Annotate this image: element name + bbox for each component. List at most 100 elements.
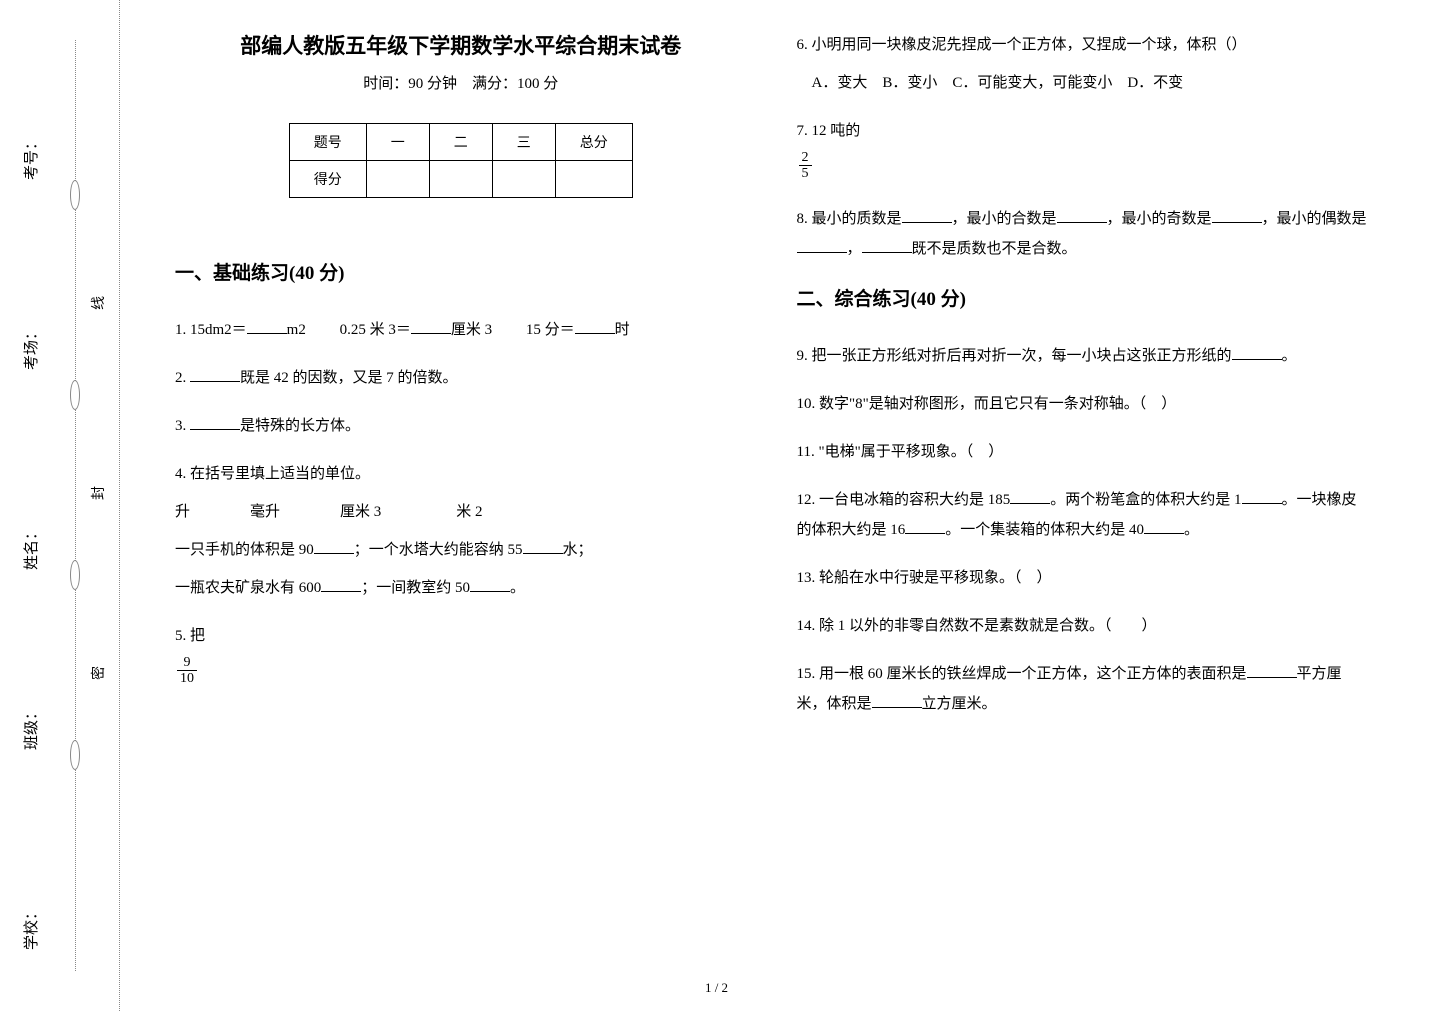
right-column: 6. 小明用同一块橡皮泥先捏成一个正方体，又捏成一个球，体积（） A．变大 B．… xyxy=(772,30,1384,991)
fraction: 9 10 xyxy=(177,655,197,687)
q1-text: 厘米 3 xyxy=(451,322,492,338)
binding-margin: 考号： 考场： 姓名： 班级： 学校： 线 封 密 xyxy=(0,0,120,1011)
q8-text: ， xyxy=(847,241,862,257)
q4-options: 升 毫升 厘米 3 米 2 xyxy=(175,497,747,527)
blank xyxy=(575,319,615,334)
q4-lead: 4. 在括号里填上适当的单位。 xyxy=(175,459,747,489)
exam-title: 部编人教版五年级下学期数学水平综合期末试卷 xyxy=(175,30,747,60)
blank xyxy=(1010,489,1050,504)
blank xyxy=(411,319,451,334)
q6-text: 6. 小明用同一块橡皮泥先捏成一个正方体，又捏成一个球，体积（） xyxy=(797,30,1369,60)
blank xyxy=(905,519,945,534)
question-3: 3. 是特殊的长方体。 xyxy=(175,411,747,441)
q12-text: 12. 一台电冰箱的容积大约是 185 xyxy=(797,492,1011,508)
q3-text: 3. xyxy=(175,418,190,434)
score-cell xyxy=(492,161,555,198)
fraction-numerator: 9 xyxy=(177,655,197,671)
question-13: 13. 轮船在水中行驶是平移现象。（ ） xyxy=(797,563,1369,593)
content-area: 部编人教版五年级下学期数学水平综合期末试卷 时间：90 分钟 满分：100 分 … xyxy=(120,0,1433,1011)
q12-text: 。 xyxy=(1184,522,1199,538)
blank xyxy=(1242,489,1282,504)
question-8: 8. 最小的质数是，最小的合数是，最小的奇数是，最小的偶数是，既不是质数也不是合… xyxy=(797,204,1369,264)
score-cell xyxy=(555,161,632,198)
q7-lead: 7. 12 吨的 xyxy=(797,116,1369,146)
blank xyxy=(1057,208,1107,223)
question-2: 2. 既是 42 的因数，又是 7 的倍数。 xyxy=(175,363,747,393)
exam-meta: 时间：90 分钟 满分：100 分 xyxy=(175,72,747,93)
binding-circle xyxy=(70,380,80,410)
question-11: 11. "电梯"属于平移现象。（ ） xyxy=(797,437,1369,467)
q4-text: 一瓶农夫矿泉水有 600 xyxy=(175,580,321,596)
fraction-numerator: 2 xyxy=(799,150,812,166)
label-xingming: 姓名： xyxy=(20,525,41,570)
blank xyxy=(862,238,912,253)
blank xyxy=(1212,208,1262,223)
q1-text: 15 分＝ xyxy=(526,322,575,338)
blank xyxy=(1247,663,1297,678)
th-section: 一 xyxy=(366,124,429,161)
q3-text: 是特殊的长方体。 xyxy=(240,418,360,434)
th-section: 二 xyxy=(429,124,492,161)
label-kaochang: 考场： xyxy=(20,325,41,370)
blank xyxy=(190,367,240,382)
score-table: 题号 一 二 三 总分 得分 xyxy=(289,123,633,198)
blank xyxy=(321,577,361,592)
binding-text-xian: 线 xyxy=(88,288,108,310)
label-banji: 班级： xyxy=(20,705,41,750)
question-14: 14. 除 1 以外的非零自然数不是素数就是合数。（ ） xyxy=(797,611,1369,641)
fraction: 2 5 xyxy=(799,150,812,182)
binding-text-mi: 密 xyxy=(88,658,108,680)
binding-circle xyxy=(70,180,80,210)
q5-lead: 5. 把 xyxy=(175,621,747,651)
blank xyxy=(190,415,240,430)
question-12: 12. 一台电冰箱的容积大约是 185。两个粉笔盒的体积大约是 1。一块橡皮的体… xyxy=(797,485,1369,545)
blank xyxy=(470,577,510,592)
q2-text: 既是 42 的因数，又是 7 的倍数。 xyxy=(240,370,458,386)
section-1-title: 一、基础练习(40 分) xyxy=(175,258,747,285)
q12-text: 。两个粉笔盒的体积大约是 1 xyxy=(1050,492,1241,508)
q8-text: ，最小的合数是 xyxy=(952,211,1057,227)
q4-text: 。 xyxy=(510,580,525,596)
q1-text: m2 xyxy=(287,322,306,338)
blank xyxy=(797,238,847,253)
q9-text: 。 xyxy=(1282,348,1297,364)
blank xyxy=(902,208,952,223)
th-total: 总分 xyxy=(555,124,632,161)
binding-text-feng: 封 xyxy=(88,478,108,500)
fraction-denominator: 10 xyxy=(177,671,197,686)
q12-text: 。一个集装箱的体积大约是 40 xyxy=(945,522,1144,538)
question-9: 9. 把一张正方形纸对折后再对折一次，每一小块占这张正方形纸的 。 xyxy=(797,341,1369,371)
th-label: 题号 xyxy=(289,124,366,161)
q1-text: 时 xyxy=(615,322,630,338)
question-15: 15. 用一根 60 厘米长的铁丝焊成一个正方体，这个正方体的表面积是平方厘米，… xyxy=(797,659,1369,719)
binding-circle xyxy=(70,560,80,590)
label-kaohao: 考号： xyxy=(20,135,41,180)
blank xyxy=(1144,519,1184,534)
q8-text: 8. 最小的质数是 xyxy=(797,211,902,227)
score-cell xyxy=(429,161,492,198)
label-xuexiao: 学校： xyxy=(20,905,41,950)
q9-text: 9. 把一张正方形纸对折后再对折一次，每一小块占这张正方形纸的 xyxy=(797,348,1232,364)
q15-text: 立方厘米。 xyxy=(922,696,997,712)
score-cell xyxy=(366,161,429,198)
q8-text: ，最小的奇数是 xyxy=(1107,211,1212,227)
blank xyxy=(872,693,922,708)
q15-text: 15. 用一根 60 厘米长的铁丝焊成一个正方体，这个正方体的表面积是 xyxy=(797,666,1247,682)
blank xyxy=(314,539,354,554)
q6-options: A．变大 B．变小 C．可能变大，可能变小 D．不变 xyxy=(797,68,1369,98)
q4-text: 一只手机的体积是 90 xyxy=(175,542,314,558)
binding-circle xyxy=(70,740,80,770)
question-4: 4. 在括号里填上适当的单位。 升 毫升 厘米 3 米 2 一只手机的体积是 9… xyxy=(175,459,747,603)
blank xyxy=(247,319,287,334)
question-5: 5. 把 9 10 xyxy=(175,621,747,691)
q1-text: 0.25 米 3＝ xyxy=(340,322,411,338)
section-2-title: 二、综合练习(40 分) xyxy=(797,284,1369,311)
table-row: 得分 xyxy=(289,161,632,198)
question-6: 6. 小明用同一块橡皮泥先捏成一个正方体，又捏成一个球，体积（） A．变大 B．… xyxy=(797,30,1369,98)
table-row: 题号 一 二 三 总分 xyxy=(289,124,632,161)
question-1: 1. 15dm2＝ m2 0.25 米 3＝ 厘米 3 15 分＝ 时 xyxy=(175,315,747,345)
blank xyxy=(1232,345,1282,360)
th-score-label: 得分 xyxy=(289,161,366,198)
q1-text: 1. 15dm2＝ xyxy=(175,322,247,338)
left-column: 部编人教版五年级下学期数学水平综合期末试卷 时间：90 分钟 满分：100 分 … xyxy=(160,30,772,991)
